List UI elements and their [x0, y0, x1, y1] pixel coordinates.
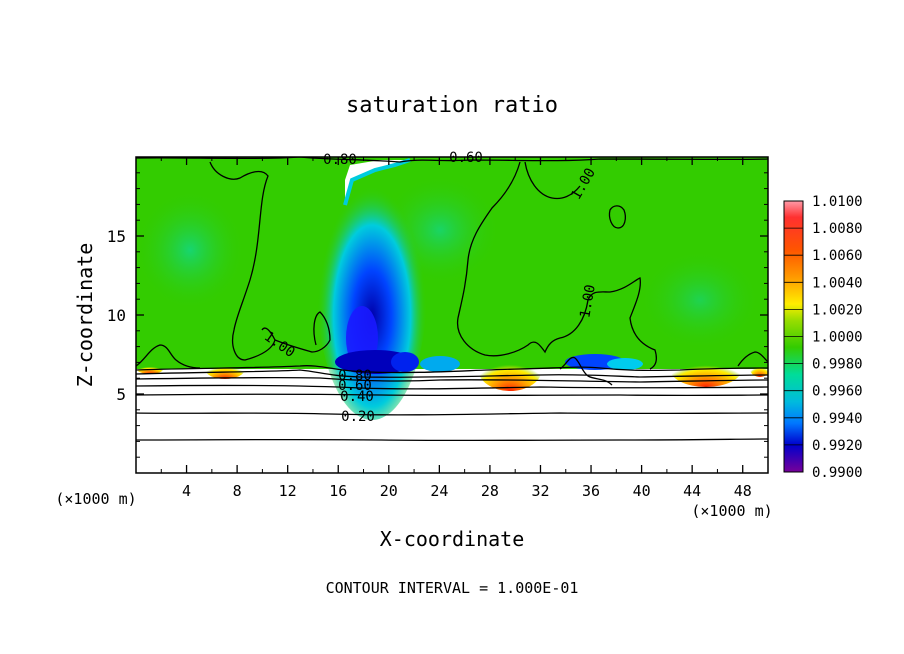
contour-labels: 1.00 1.00 1.00 0.80 0.60 0.40 0.20 0.60 …	[261, 150, 599, 425]
contour-interval-note: CONTOUR INTERVAL = 1.000E-01	[326, 579, 579, 597]
x-tick-label: 36	[582, 482, 600, 500]
contour-label: 0.60	[338, 378, 372, 394]
colorbar-label: 0.9920	[812, 438, 863, 454]
cyan-patch	[136, 190, 245, 310]
x-tick-label: 4	[182, 482, 191, 500]
contour-label: 0.80	[338, 368, 372, 384]
top-dry-notch-edge	[343, 158, 411, 206]
y-tick-label: 15	[107, 227, 126, 246]
x-axis-ticks: 4 8 12 16 20 24 28 32 36 40 44 48	[160, 157, 752, 500]
x-tick-label: 48	[734, 482, 752, 500]
top-dry-notch	[345, 160, 410, 205]
x-axis-title: X-coordinate	[380, 527, 525, 551]
x-tick-label: 8	[233, 482, 242, 500]
low-level-blue	[391, 352, 419, 372]
colorbar-label: 0.9900	[812, 465, 863, 481]
x-tick-label: 20	[380, 482, 398, 500]
y-tick-label: 5	[116, 385, 126, 404]
low-level-blue	[607, 358, 643, 370]
colorbar-label: 1.0060	[812, 248, 863, 264]
x-tick-label: 24	[430, 482, 448, 500]
colorbar-label: 0.9960	[812, 384, 863, 400]
x-tick-label: 44	[683, 482, 701, 500]
heatmap-field	[136, 157, 768, 473]
contour-label: 0.80	[323, 152, 357, 168]
x-unit-right: (×1000 m)	[691, 502, 772, 520]
supersat-blob	[205, 359, 245, 379]
colorbar-label: 1.0100	[812, 194, 863, 210]
colorbar-label: 1.0000	[812, 330, 863, 346]
x-tick-label: 16	[329, 482, 347, 500]
y-tick-label: 10	[107, 306, 126, 325]
colorbar-label: 1.0080	[812, 221, 863, 237]
colorbar-label: 0.9980	[812, 357, 863, 373]
colorbar: 1.0100 1.0080 1.0060 1.0040 1.0020 1.0000 0.99…	[783, 194, 863, 481]
cyan-patch	[640, 250, 760, 350]
x-tick-label: 32	[531, 482, 549, 500]
contour-label: 0.40	[340, 389, 374, 405]
colorbar-label: 1.0020	[812, 302, 863, 318]
contour-label: 0.20	[341, 409, 375, 425]
chart-title: saturation ratio	[346, 93, 558, 118]
x-tick-label: 12	[279, 482, 297, 500]
supersat-blob	[136, 362, 164, 374]
field-subsaturated-region	[136, 369, 768, 473]
contour-lines	[136, 157, 768, 442]
contour-label: 1.00	[577, 283, 599, 319]
colorbar-ticks: 1.0100 1.0080 1.0060 1.0040 1.0020 1.0000 0.99…	[784, 194, 863, 481]
x-unit-left: (×1000 m)	[55, 490, 136, 508]
y-axis-ticks: 5 10 15	[107, 172, 768, 458]
contour-label: 0.60	[449, 150, 483, 166]
colorbar-label: 0.9940	[812, 411, 863, 427]
x-tick-label: 28	[481, 482, 499, 500]
supersat-blob	[750, 361, 768, 377]
y-axis-title: Z-coordinate	[73, 243, 97, 388]
colorbar-label: 1.0040	[812, 275, 863, 291]
low-level-blue	[420, 356, 460, 372]
x-tick-label: 40	[633, 482, 651, 500]
